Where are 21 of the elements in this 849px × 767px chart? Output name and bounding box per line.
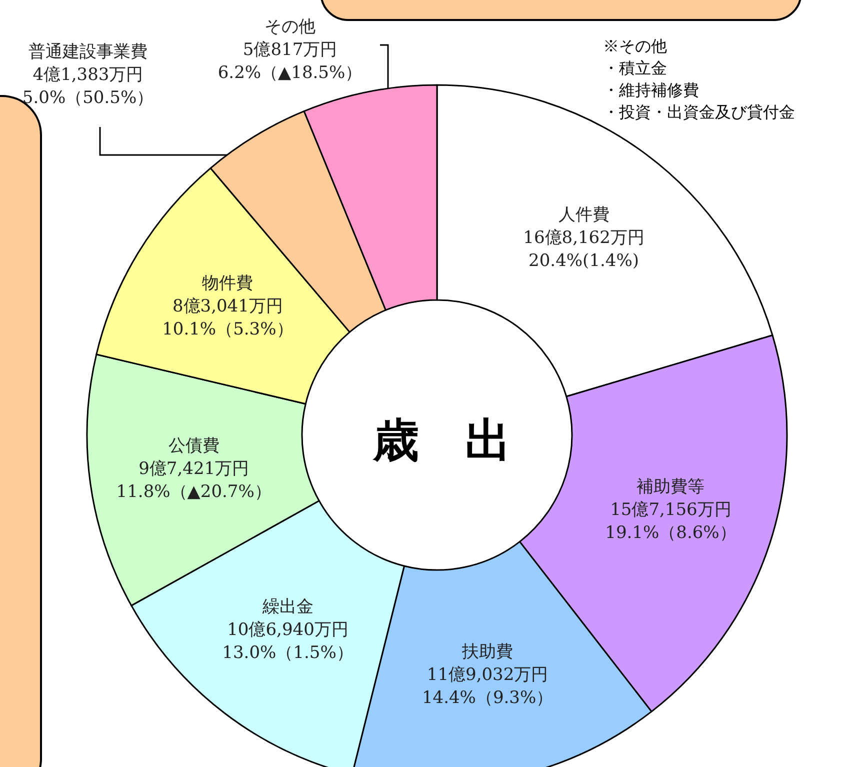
slice-label: その他 [264, 17, 316, 37]
slice-label: 扶助費 [461, 642, 514, 662]
data-label: 9億7,421万円 11.8%（▲20.7%） [116, 458, 272, 502]
data-label: 5億817万円 6.2%（▲18.5%） [218, 40, 362, 83]
text: ・維持補修費 [603, 80, 699, 100]
data-label: 16億8,162万円 20.4%(1.4%) [523, 228, 644, 272]
data-label: 10億6,940万円 13.0%（1.5%） [222, 620, 354, 663]
text: ・投資・出資金及び貸付金 [603, 102, 795, 122]
text: ・積立金 [603, 58, 667, 78]
text: ※その他 [603, 36, 667, 56]
data-label: 8億3,041万円 10.1%（5.3%） [162, 296, 294, 340]
slice-label: 人件費 [558, 205, 610, 226]
text: 歳 出 [372, 413, 511, 467]
slice-label: 繰出金 [261, 596, 314, 617]
slice-label: 普通建設事業費 [28, 42, 148, 62]
slice-label: 補助費等 [636, 477, 705, 498]
slice-label: 物件費 [202, 274, 254, 294]
slice-label: 公債費 [168, 436, 220, 456]
data-label: 4億1,383万円 5.0%（50.5%） [22, 65, 154, 108]
data-label: 11億9,032万円 14.4%（9.3%） [422, 665, 554, 708]
data-label: 15億7,156万円 19.1%（8.6%） [605, 500, 736, 544]
